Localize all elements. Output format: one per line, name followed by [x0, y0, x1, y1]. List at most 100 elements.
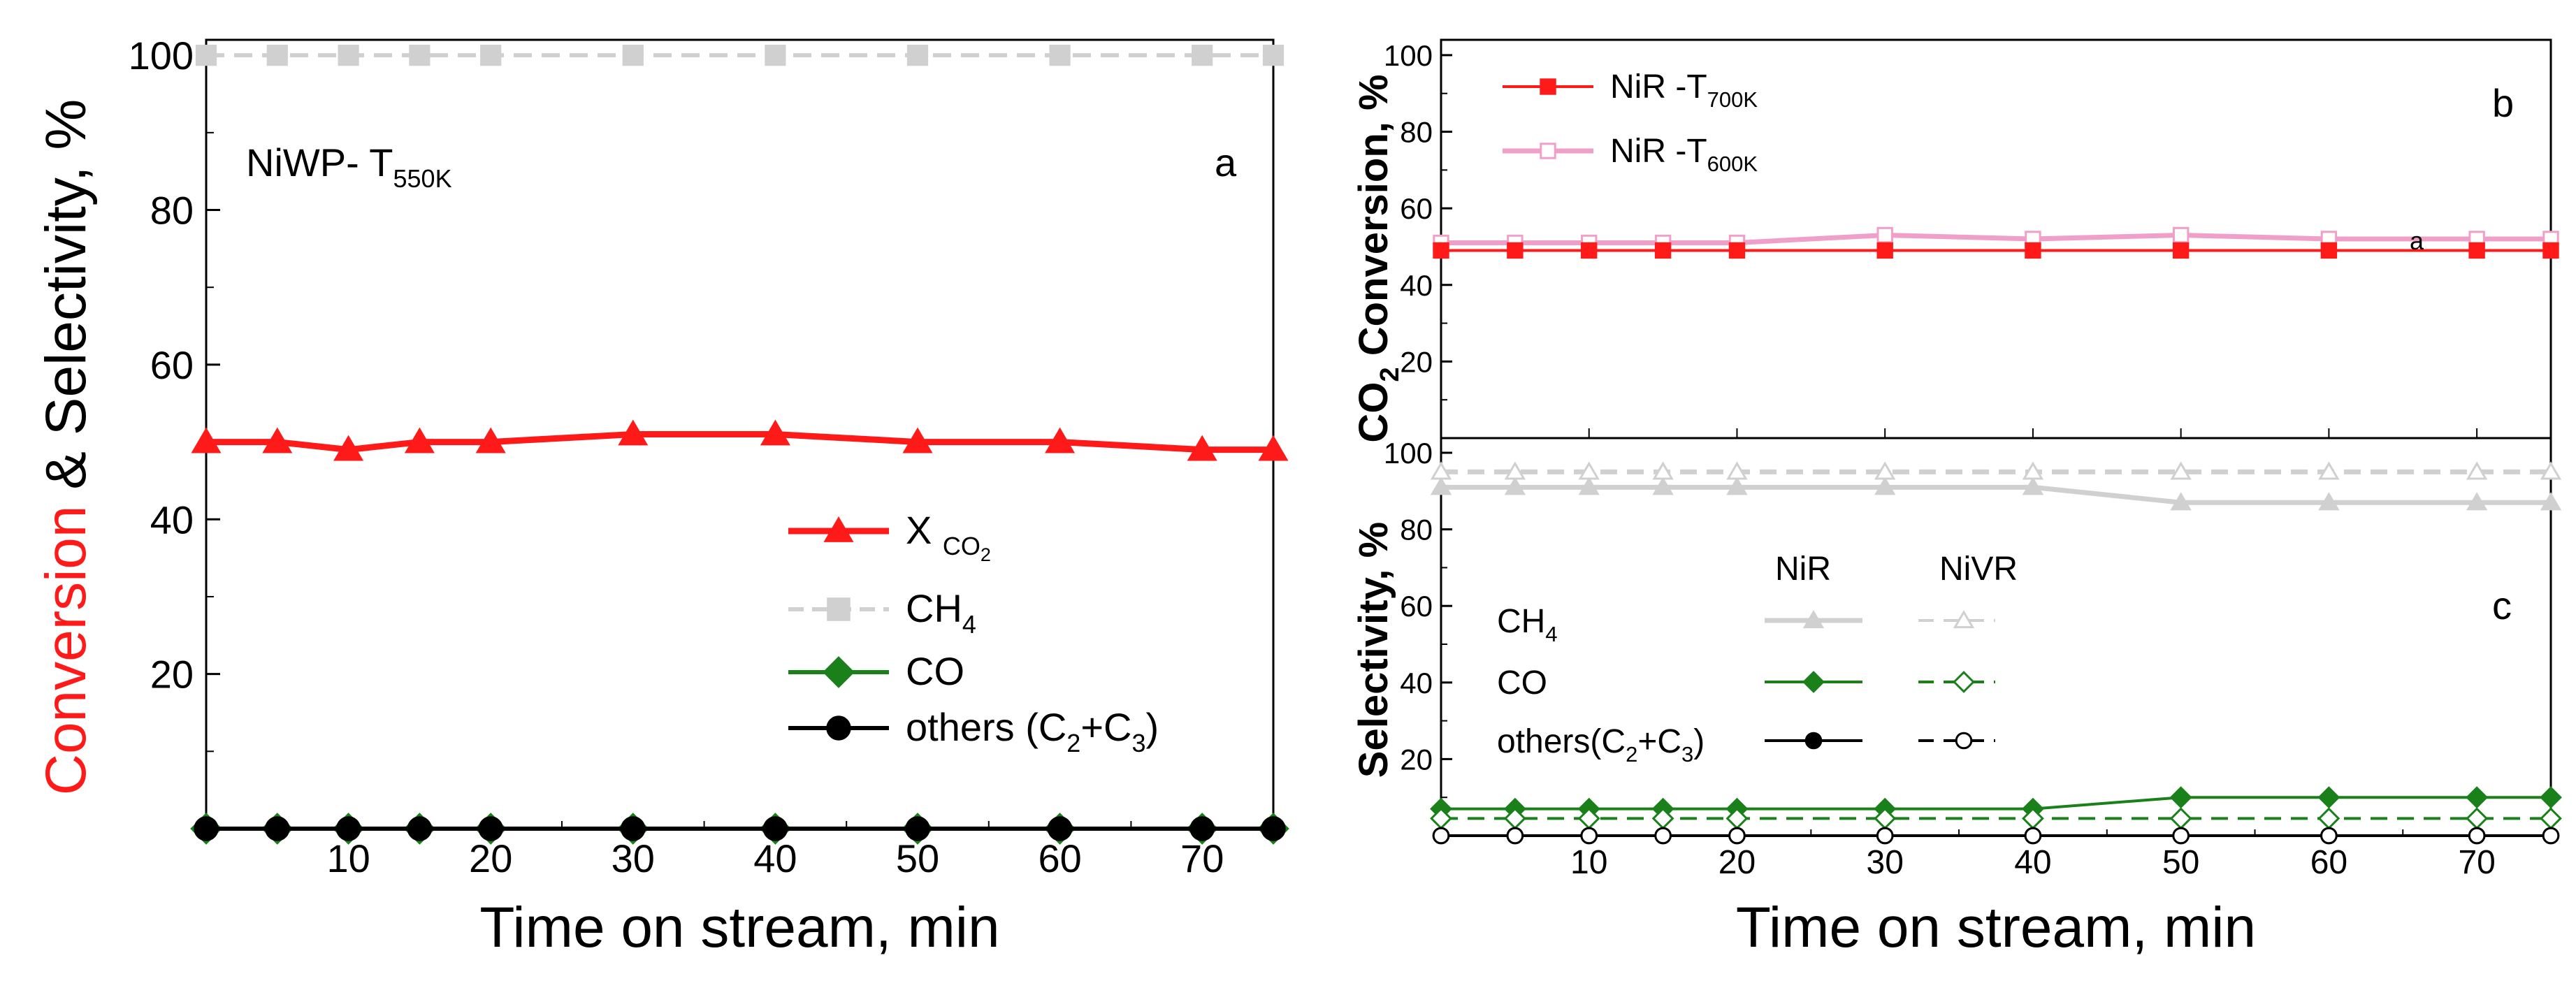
- legend-marker-a: [823, 516, 854, 542]
- data-point-a: [404, 427, 435, 453]
- data-point-b: [1728, 242, 1746, 259]
- data-point-a: [262, 427, 293, 453]
- y-tick-label-a: 80: [150, 189, 194, 233]
- data-point-a: [622, 45, 644, 66]
- panel-b-inner-label: a: [2410, 226, 2424, 255]
- data-point-c: [1580, 827, 1598, 845]
- data-point-a: [902, 427, 933, 453]
- legend-marker-b: [1540, 143, 1556, 159]
- label-part: CO: [1497, 664, 1547, 702]
- data-point-a: [1261, 816, 1286, 841]
- label-part: Conversion: [34, 506, 98, 796]
- x-tick-label-c: 60: [2310, 844, 2347, 881]
- label-part: NiR -T: [1610, 68, 1707, 106]
- y-tick-label-a: 20: [150, 653, 194, 697]
- x-tick-label-c: 70: [2458, 844, 2495, 881]
- data-point-c: [1430, 461, 1452, 480]
- legend-marker-c-open: [1953, 610, 1975, 629]
- label-part: others(C: [1497, 723, 1626, 760]
- data-point-c: [1504, 461, 1526, 480]
- label-part: 3: [1681, 742, 1693, 766]
- y-tick-label-b: 60: [1400, 192, 1433, 225]
- data-point-a: [407, 816, 433, 841]
- data-point-a: [195, 45, 217, 66]
- data-point-b: [1654, 242, 1672, 259]
- y-tick-label-c: 60: [1400, 590, 1433, 623]
- data-point-c: [2540, 461, 2562, 480]
- data-point-a: [1045, 427, 1076, 453]
- label-part: CO: [943, 532, 981, 560]
- series-line-b: [1441, 233, 2551, 245]
- data-point-b: [2468, 242, 2485, 259]
- data-point-c: [2540, 492, 2562, 511]
- y-tick-label-a: 40: [150, 497, 194, 542]
- data-point-b: [2320, 242, 2338, 259]
- data-point-b: [1433, 242, 1449, 259]
- data-point-a: [621, 816, 646, 841]
- data-point-c: [2468, 827, 2486, 845]
- data-point-c: [2170, 461, 2192, 480]
- label-part: 700K: [1707, 87, 1758, 112]
- data-point-a: [1258, 435, 1289, 461]
- data-point-a: [1187, 435, 1217, 461]
- y-tick-label-c: 20: [1400, 743, 1433, 776]
- legend-marker-a: [827, 597, 851, 621]
- label-part: 2: [981, 544, 991, 565]
- data-point-a: [1192, 45, 1213, 66]
- y-tick-label-c: 80: [1400, 514, 1433, 546]
- data-point-a: [194, 816, 219, 841]
- legend-marker-c-open: [1953, 671, 1975, 693]
- x-tick-label-c: 20: [1718, 844, 1756, 881]
- legend-label-b: NiR -T700K: [1610, 68, 1758, 112]
- data-point-c: [1874, 477, 1896, 495]
- data-point-c: [1728, 827, 1746, 845]
- data-point-a: [760, 419, 790, 446]
- label-part: 2: [1066, 729, 1080, 757]
- data-point-c: [2024, 827, 2042, 845]
- legend-label-others: others (C2+C3): [906, 705, 1159, 757]
- data-point-c: [2466, 807, 2489, 830]
- data-point-c: [2320, 827, 2338, 845]
- legend-marker-c: [1802, 610, 1825, 629]
- data-point-a: [475, 427, 506, 453]
- data-point-a: [1189, 816, 1215, 841]
- legend-label-ch4: CH4: [906, 586, 976, 639]
- y-axis-label-c: Selectivity, %: [1351, 522, 1396, 778]
- data-point-c: [1430, 477, 1452, 495]
- data-point-c: [1876, 827, 1894, 845]
- data-point-c: [2022, 461, 2044, 480]
- data-point-c: [1654, 827, 1672, 845]
- data-point-c: [2172, 827, 2190, 845]
- x-axis-label-c: Time on stream, min: [1736, 896, 2256, 959]
- data-point-c: [1432, 827, 1450, 845]
- label-part: & Selectivity, %: [34, 99, 98, 506]
- legend-marker-a: [823, 656, 855, 688]
- plot-frame-c: [1440, 437, 2552, 837]
- data-point-c: [2318, 461, 2340, 480]
- label-part: 600K: [1707, 152, 1758, 176]
- data-point-a: [333, 435, 364, 461]
- label-part: NiWP- T: [246, 140, 393, 184]
- data-point-b: [1876, 226, 1893, 244]
- data-point-a: [191, 427, 222, 453]
- data-point-c: [1726, 461, 1748, 480]
- data-point-a: [335, 816, 361, 841]
- legend-label-xco2: X CO2: [906, 508, 991, 565]
- data-point-b: [1581, 242, 1598, 259]
- legend-marker-a: [826, 715, 851, 741]
- y-tick-label-c: 40: [1400, 667, 1433, 699]
- data-point-c: [2466, 461, 2488, 480]
- legend-marker-c-open: [1955, 732, 1973, 750]
- panel-c-label: c: [2492, 583, 2512, 627]
- legend-marker-c: [1802, 671, 1825, 693]
- data-point-c: [2022, 477, 2044, 495]
- label-part: ): [1146, 705, 1159, 749]
- y-tick-label-a: 100: [129, 34, 194, 78]
- label-part: +C: [1080, 705, 1131, 749]
- data-point-b: [2025, 242, 2041, 259]
- y-tick-label-b: 20: [1400, 345, 1433, 378]
- data-point-a: [906, 45, 929, 66]
- data-point-a: [1049, 45, 1071, 66]
